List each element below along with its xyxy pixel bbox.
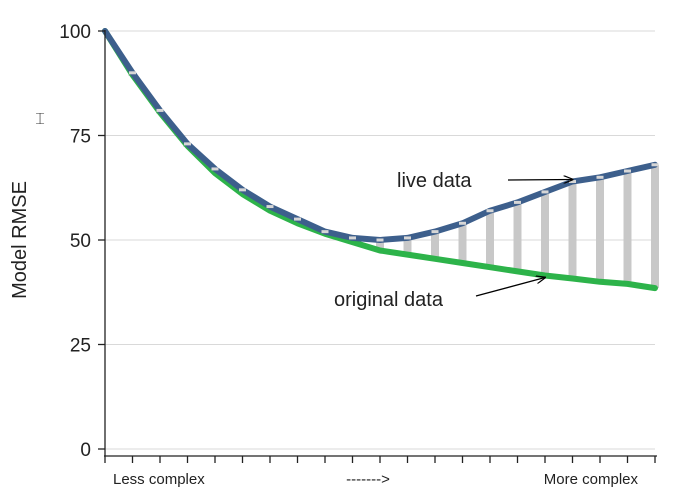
gap-bar [403, 237, 412, 255]
data-point-live [404, 236, 411, 240]
y-axis-title: Model RMSE [9, 181, 31, 299]
gap-bar [486, 210, 494, 268]
y-tick-label-75: 75 [70, 127, 91, 148]
gap-bar [513, 202, 522, 272]
data-point-live [459, 221, 466, 225]
data-point-live [239, 188, 246, 192]
data-point-live [376, 238, 384, 242]
gap-bar [596, 177, 604, 282]
y-tick-label-0: 0 [80, 440, 91, 461]
x-label-more-complex: More complex [544, 471, 639, 488]
y-tick-label-50: 50 [70, 231, 91, 252]
data-point-live [569, 179, 576, 183]
data-point-live [184, 142, 191, 146]
y-tick-label-100: 100 [59, 22, 91, 43]
text-cursor-icon: ⌶ [35, 109, 45, 128]
data-point-live [211, 167, 219, 171]
data-point-live [514, 200, 521, 204]
data-point-live [156, 108, 164, 112]
data-point-live [349, 236, 356, 240]
gap-bar [376, 240, 384, 251]
gap-bar [568, 181, 577, 279]
gap-bar [458, 223, 467, 263]
annotation-live-data: live data [397, 170, 472, 192]
data-point-live [486, 209, 494, 213]
annotation-arrow-live-data [507, 179, 573, 180]
point-markers [129, 71, 659, 242]
y-tick-label-25: 25 [70, 336, 91, 357]
annotation-arrow-original-data [475, 278, 545, 297]
axes [98, 30, 657, 463]
gap-bar [623, 171, 632, 284]
x-label-less-complex: Less complex [113, 471, 205, 488]
data-point-live [129, 71, 136, 75]
annotation-original-data: original data [334, 289, 444, 311]
data-point-live [624, 169, 631, 173]
data-point-live [541, 190, 549, 194]
data-point-live [321, 230, 329, 234]
gap-bar [431, 231, 439, 259]
data-point-live [596, 175, 604, 179]
data-point-live [431, 230, 439, 234]
gap-bar [541, 191, 549, 276]
data-point-live [294, 217, 301, 221]
y-tick-labels: 0 25 50 75 100 [59, 22, 91, 461]
data-point-live [651, 163, 659, 167]
x-label-arrow: -------> [346, 471, 390, 488]
data-point-live [266, 205, 274, 209]
gap-bar [651, 164, 659, 289]
